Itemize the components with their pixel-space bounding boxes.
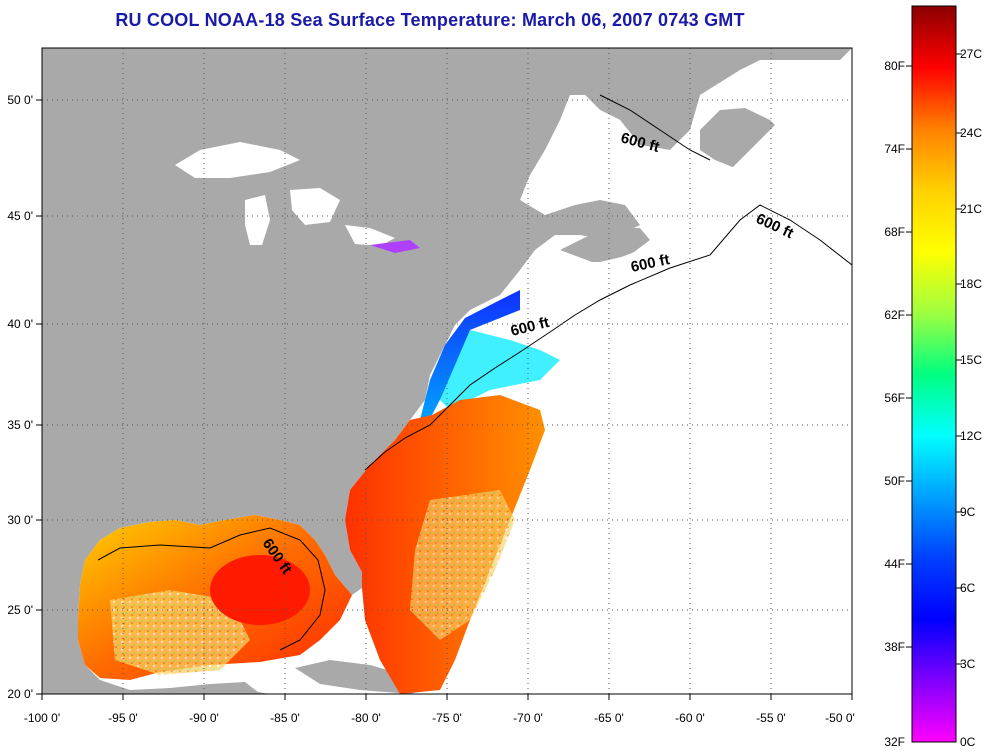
colorbar-label-c: 21C — [960, 202, 982, 216]
lat-label: 35 0' — [7, 418, 33, 432]
lon-label: -60 0' — [675, 711, 705, 725]
gulf-st-lawrence — [580, 95, 700, 200]
colorbar-labels-c: 27C 24C 21C 18C 15C 12C 9C 6C 3C 0C — [960, 47, 982, 749]
colorbar-label-c: 18C — [960, 277, 982, 291]
lat-label: 20 0' — [7, 687, 33, 701]
colorbar-label-c: 0C — [960, 735, 976, 749]
lat-label: 50 0' — [7, 93, 33, 107]
graticule — [42, 48, 852, 694]
lat-label: 30 0' — [7, 513, 33, 527]
lat-label: 40 0' — [7, 317, 33, 331]
atlantic-cold-coastal — [420, 290, 520, 420]
lon-label: -70 0' — [513, 711, 543, 725]
loop-current-core — [210, 555, 310, 625]
cloud-contamination-gulf — [110, 590, 250, 675]
land-mexico — [42, 640, 270, 694]
longitude-labels: -100 0' -95 0' -90 0' -85 0' -80 0' -75 … — [24, 711, 855, 725]
colorbar-label-f: 32F — [884, 735, 905, 749]
colorbar-label-f: 62F — [884, 308, 905, 322]
colorbar-ramp — [911, 5, 957, 743]
colorbar — [906, 5, 962, 743]
lon-label: -85 0' — [270, 711, 300, 725]
colorbar-label-f: 56F — [884, 391, 905, 405]
lon-label: -75 0' — [432, 711, 462, 725]
map-title: RU COOL NOAA-18 Sea Surface Temperature:… — [115, 10, 745, 30]
lon-label: -50 0' — [825, 711, 855, 725]
colorbar-label-c: 12C — [960, 429, 982, 443]
lat-label: 45 0' — [7, 209, 33, 223]
colorbar-label-f: 50F — [884, 474, 905, 488]
colorbar-label-c: 9C — [960, 505, 976, 519]
lon-label: -95 0' — [108, 711, 138, 725]
colorbar-label-f: 44F — [884, 557, 905, 571]
colorbar-labels-f: 80F 74F 68F 62F 56F 50F 44F 38F 32F — [884, 59, 905, 749]
colorbar-label-c: 15C — [960, 353, 982, 367]
latitude-labels: 50 0' 45 0' 40 0' 35 0' 30 0' 25 0' 20 0… — [7, 93, 33, 701]
colorbar-label-c: 3C — [960, 657, 976, 671]
land-nova-scotia — [560, 228, 650, 262]
lat-label: 25 0' — [7, 603, 33, 617]
lon-label: -100 0' — [24, 711, 60, 725]
lon-label: -65 0' — [594, 711, 624, 725]
no-data-swath — [455, 48, 852, 694]
colorbar-label-f: 68F — [884, 225, 905, 239]
lon-label: -80 0' — [351, 711, 381, 725]
lon-label: -55 0' — [756, 711, 786, 725]
land-north-america — [42, 48, 852, 640]
colorbar-label-f: 80F — [884, 59, 905, 73]
colorbar-label-c: 24C — [960, 126, 982, 140]
colorbar-label-c: 6C — [960, 581, 976, 595]
shelf-cyan-band — [440, 330, 560, 410]
colorbar-label-c: 27C — [960, 47, 982, 61]
cloud-contamination-atlantic — [410, 490, 515, 640]
colorbar-ticks — [906, 53, 962, 665]
lon-label: -90 0' — [189, 711, 219, 725]
colorbar-label-f: 74F — [884, 142, 905, 156]
axis-tick-marks — [36, 99, 853, 700]
colorbar-label-f: 38F — [884, 640, 905, 654]
scotian-shelf-water — [520, 200, 760, 310]
